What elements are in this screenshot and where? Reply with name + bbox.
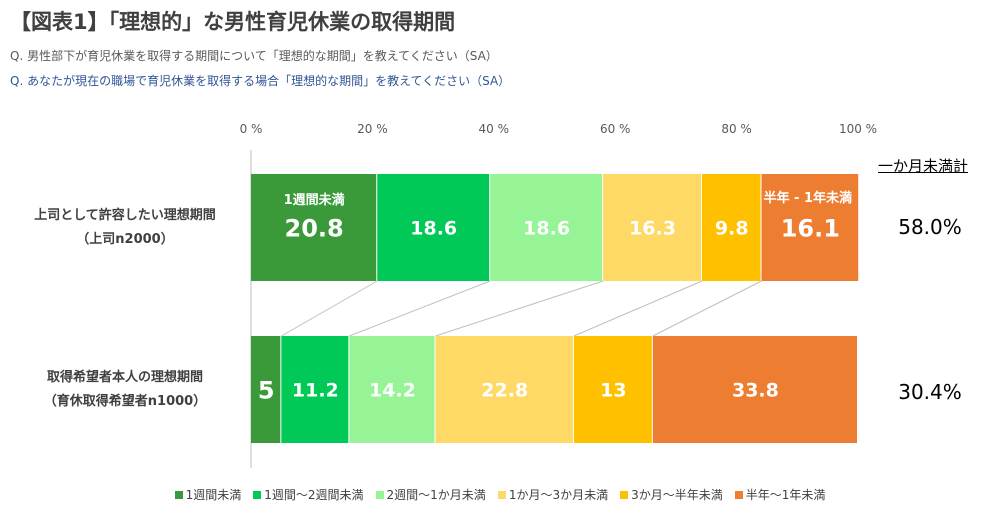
legend: 1週間未満 1週間～2週間未満 2週間～1か月未満 1か月～3か月未満 3か月～… — [0, 486, 1000, 503]
legend-swatch — [497, 490, 506, 499]
annotation-label: 1週間未満 — [284, 192, 345, 208]
legend-item: 1か月～3か月未満 — [497, 486, 609, 503]
data-label: 18.6 — [523, 218, 570, 240]
row-label-self-line2: （育休取得希望者n1000） — [43, 394, 207, 409]
row-label-self: 取得希望者本人の理想期間 （育休取得希望者n1000） — [10, 366, 240, 414]
bar-segment — [761, 174, 859, 281]
row-label-boss-line2: （上司n2000） — [76, 232, 174, 247]
bar-segment — [435, 336, 573, 443]
summary-value-self: 30.4% — [898, 380, 962, 404]
x-tick-label: 80 % — [721, 122, 752, 136]
x-tick-label: 60 % — [600, 122, 631, 136]
legend-swatch — [174, 490, 183, 499]
connector-line — [349, 280, 491, 337]
x-tick-label: 100 % — [839, 122, 877, 136]
legend-label: 1週間未満 — [185, 488, 242, 502]
bar-segment — [281, 336, 349, 443]
legend-label: 3か月～半年未満 — [631, 488, 723, 502]
connector-line — [281, 280, 378, 337]
x-tick-label: 40 % — [479, 122, 510, 136]
summary-value-boss: 58.0% — [898, 215, 962, 239]
bar-segment — [251, 174, 377, 281]
bar-segment — [603, 174, 702, 281]
legend-item: 3か月～半年未満 — [620, 486, 723, 503]
x-tick-label: 20 % — [357, 122, 388, 136]
legend-swatch — [375, 490, 384, 499]
data-label: 9.8 — [715, 218, 749, 240]
data-label: 22.8 — [481, 380, 528, 402]
connector-line — [573, 280, 703, 337]
question-2: Q. あなたが現在の職場で育児休業を取得する場合「理想的な期間」を教えてください… — [10, 74, 511, 88]
bar-segment — [652, 336, 857, 443]
data-label: 13 — [600, 380, 626, 402]
bar-segment — [349, 336, 435, 443]
bar-segment — [490, 174, 603, 281]
data-label: 14.2 — [369, 380, 416, 402]
annotation-label: 半年 - 1年未満 — [764, 190, 853, 206]
data-label: 18.6 — [410, 218, 457, 240]
connector-line — [435, 280, 604, 337]
data-label: 16.3 — [629, 218, 676, 240]
bar-segment — [251, 336, 281, 443]
data-label: 20.8 — [285, 215, 344, 243]
question-1: Q. 男性部下が育児休業を取得する期間について「理想的な期間」を教えてください（… — [10, 49, 498, 63]
data-label: 16.1 — [781, 215, 840, 243]
legend-swatch — [734, 490, 743, 499]
page-title: 【図表1】「理想的」な男性育児休業の取得期間 — [10, 10, 456, 34]
legend-item: 半年～1年未満 — [734, 486, 826, 503]
legend-label: 2週間～1か月未満 — [386, 488, 486, 502]
legend-item: 2週間～1か月未満 — [375, 486, 486, 503]
legend-item: 1週間未満 — [174, 486, 242, 503]
legend-label: 1週間～2週間未満 — [264, 488, 364, 502]
legend-label: 1か月～3か月未満 — [508, 488, 609, 502]
row-label-self-line1: 取得希望者本人の理想期間 — [46, 370, 203, 385]
legend-swatch — [620, 490, 629, 499]
connector-line — [652, 280, 762, 337]
legend-item: 1週間～2週間未満 — [253, 486, 364, 503]
bar-segment — [377, 174, 490, 281]
bar-segment — [573, 336, 652, 443]
data-label: 33.8 — [732, 380, 779, 402]
x-tick-label: 0 % — [240, 122, 263, 136]
legend-swatch — [253, 490, 262, 499]
summary-header: 一か月未満計 — [878, 157, 969, 175]
bar-segment — [702, 174, 761, 281]
legend-label: 半年～1年未満 — [745, 488, 826, 502]
data-label: 11.2 — [292, 380, 339, 402]
row-label-boss-line1: 上司として許容したい理想期間 — [34, 208, 216, 223]
data-label: 5 — [258, 377, 275, 405]
row-label-boss: 上司として許容したい理想期間 （上司n2000） — [10, 204, 240, 252]
